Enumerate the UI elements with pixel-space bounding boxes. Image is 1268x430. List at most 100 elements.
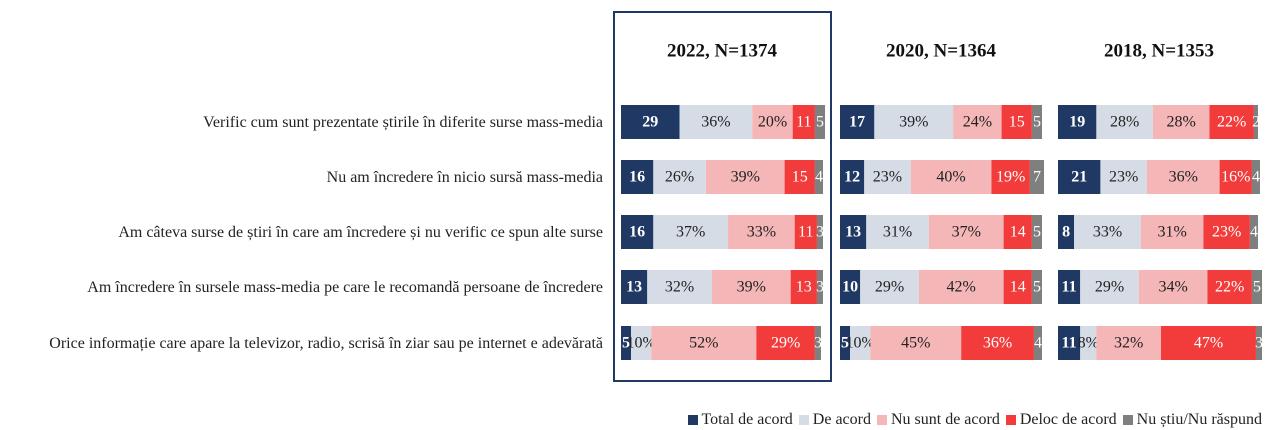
value-label: 8 bbox=[1062, 224, 1070, 241]
value-label: 40% bbox=[936, 169, 965, 186]
value-label: 11 bbox=[1062, 279, 1077, 296]
value-label: 8% bbox=[1078, 335, 1099, 352]
bar-segment bbox=[705, 160, 785, 194]
value-label: 13 bbox=[845, 224, 861, 241]
legend-item: De acord bbox=[798, 411, 871, 429]
value-label: 3 bbox=[1255, 335, 1263, 352]
bar-segment bbox=[711, 270, 791, 304]
value-label: 23% bbox=[873, 169, 902, 186]
bar-segment bbox=[918, 270, 1004, 304]
value-label: 21 bbox=[1071, 169, 1087, 186]
panel-title: 2018, N=1353 bbox=[1104, 40, 1214, 61]
value-label: 5 bbox=[1033, 224, 1041, 241]
value-label: 47% bbox=[1194, 335, 1223, 352]
value-label: 31% bbox=[1157, 224, 1186, 241]
value-label: 16% bbox=[1221, 169, 1250, 186]
legend-item: Nu știu/Nu răspund bbox=[1122, 411, 1262, 429]
bar-segment bbox=[866, 215, 929, 249]
value-label: 5 bbox=[1253, 279, 1261, 296]
value-label: 29% bbox=[771, 335, 800, 352]
bar-segment bbox=[860, 270, 919, 304]
bar-segment bbox=[840, 215, 867, 249]
bar-segment bbox=[1249, 215, 1258, 249]
bar-segment bbox=[870, 326, 962, 360]
value-label: 16 bbox=[629, 224, 645, 241]
value-label: 5 bbox=[622, 335, 630, 352]
bar-segment bbox=[1138, 270, 1208, 304]
value-label: 29 bbox=[642, 114, 658, 131]
bar-segment bbox=[840, 105, 875, 139]
bar-segment bbox=[1100, 160, 1147, 194]
bar-segment bbox=[1219, 160, 1252, 194]
value-label: 12 bbox=[844, 169, 860, 186]
legend-label: Nu sunt de acord bbox=[890, 411, 1000, 428]
bar-segment bbox=[1251, 160, 1260, 194]
value-label: 11 bbox=[796, 114, 811, 131]
legend-item: Nu sunt de acord bbox=[876, 411, 1000, 429]
legend-label: Deloc de acord bbox=[1019, 411, 1117, 428]
value-label: 37% bbox=[952, 224, 981, 241]
bar-segment bbox=[621, 105, 680, 139]
legend-swatch bbox=[1122, 415, 1133, 425]
value-label: 32% bbox=[665, 279, 694, 296]
value-label: 19% bbox=[996, 169, 1025, 186]
value-label: 10 bbox=[842, 279, 858, 296]
bar-segment bbox=[1253, 105, 1258, 139]
bar-segment bbox=[790, 270, 817, 304]
value-label: 29% bbox=[875, 279, 904, 296]
value-label: 5 bbox=[816, 114, 824, 131]
value-label: 22% bbox=[1217, 114, 1246, 131]
value-label: 33% bbox=[1093, 224, 1122, 241]
bar-segment bbox=[874, 105, 954, 139]
value-label: 3 bbox=[814, 335, 822, 352]
category-text: Am câteva surse de știri în care am încr… bbox=[118, 223, 603, 241]
value-label: 20% bbox=[758, 114, 787, 131]
bar-segment bbox=[1031, 270, 1042, 304]
value-label: 3 bbox=[816, 224, 824, 241]
bar-segment bbox=[961, 326, 1034, 360]
value-label: 15 bbox=[792, 169, 808, 186]
bar-segment bbox=[621, 326, 632, 360]
bar-segment bbox=[631, 326, 652, 360]
highlight-box bbox=[613, 11, 832, 382]
bar-segment bbox=[1033, 326, 1042, 360]
bar-segment bbox=[679, 105, 753, 139]
bar-segment bbox=[816, 215, 823, 249]
bar-segment bbox=[991, 160, 1030, 194]
value-label: 14 bbox=[1010, 224, 1026, 241]
value-label: 31% bbox=[883, 224, 912, 241]
bar-segment bbox=[928, 215, 1004, 249]
bar-segment bbox=[1140, 215, 1204, 249]
panel-title: 2020, N=1364 bbox=[886, 40, 997, 61]
legend-item: Deloc de acord bbox=[1005, 411, 1117, 429]
bar-segment bbox=[814, 326, 821, 360]
bar-segment bbox=[1161, 326, 1256, 360]
bar-segment bbox=[814, 105, 826, 139]
bar-segment bbox=[850, 326, 871, 360]
value-label: 23% bbox=[1212, 224, 1241, 241]
value-label: 39% bbox=[731, 169, 760, 186]
category-label: Verific cum sunt prezentate știrile în d… bbox=[0, 97, 603, 147]
bar-segment bbox=[1003, 215, 1032, 249]
bar-segment bbox=[1096, 326, 1162, 360]
value-label: 36% bbox=[701, 114, 730, 131]
bar-segment bbox=[1096, 105, 1153, 139]
value-label: 19 bbox=[1069, 114, 1085, 131]
value-label: 13 bbox=[796, 279, 812, 296]
value-label: 22% bbox=[1215, 279, 1244, 296]
category-text: Orice informație care apare la televizor… bbox=[49, 334, 603, 352]
bar-segment bbox=[1003, 270, 1032, 304]
category-label: Nu am încredere în nicio sursă mass-medi… bbox=[0, 152, 603, 202]
value-label: 4 bbox=[815, 169, 823, 186]
bar-segment bbox=[840, 160, 865, 194]
value-label: 17 bbox=[849, 114, 865, 131]
bar-segment bbox=[1058, 270, 1081, 304]
bar-segment bbox=[840, 270, 861, 304]
value-label: 28% bbox=[1110, 114, 1139, 131]
value-label: 39% bbox=[737, 279, 766, 296]
bar-segment bbox=[1255, 326, 1263, 360]
value-label: 37% bbox=[676, 224, 705, 241]
value-label: 10% bbox=[846, 335, 875, 352]
value-label: 3 bbox=[816, 279, 824, 296]
bar-segment bbox=[1251, 270, 1263, 304]
